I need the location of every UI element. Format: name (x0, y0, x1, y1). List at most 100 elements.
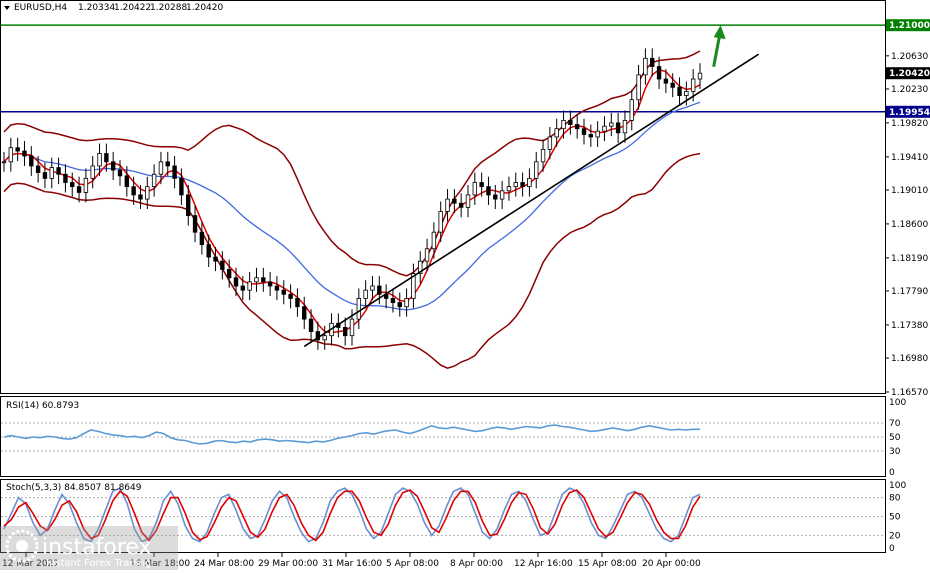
oscillator-line (3, 489, 701, 542)
candle (22, 141, 27, 166)
candle (233, 267, 239, 296)
x-tick-label: 24 Mar 08:00 (194, 559, 254, 569)
svg-text:1.21000: 1.21000 (889, 21, 930, 31)
osc-y-tick-label: 30 (889, 447, 901, 457)
candle (540, 139, 546, 172)
candle (513, 172, 518, 197)
candle (370, 276, 375, 301)
candle (274, 276, 280, 301)
candle (418, 251, 423, 284)
candle (83, 168, 89, 203)
candle (110, 151, 116, 181)
candle (390, 288, 396, 313)
x-tick-label: 31 Mar 16:00 (322, 559, 382, 569)
y-tick-label: 1.20230 (891, 85, 928, 95)
candle (308, 309, 314, 342)
candle (411, 263, 416, 309)
candle (602, 116, 607, 142)
candle (35, 156, 41, 183)
candle (547, 127, 553, 160)
candle (56, 157, 61, 185)
candle (650, 48, 655, 77)
y-tick-label: 1.19410 (891, 153, 928, 163)
candle (397, 292, 402, 317)
svg-text:1.20420: 1.20420 (889, 69, 930, 79)
osc-y-tick-label: 100 (889, 398, 906, 408)
candle (438, 201, 443, 243)
candle (629, 89, 634, 131)
candle (534, 151, 539, 189)
oscillator-line (3, 487, 701, 543)
x-tick-label: 8 Apr 00:00 (450, 559, 503, 569)
logo-sunburst-icon (5, 529, 39, 563)
candle (267, 271, 273, 296)
x-tick-label: 12 Mar 2021 (2, 559, 59, 569)
candle (165, 151, 170, 176)
candle (151, 164, 157, 197)
candle (186, 184, 191, 226)
y-tick-label: 1.20630 (891, 52, 928, 62)
y-tick-label: 1.17790 (891, 287, 928, 297)
candle (281, 280, 286, 305)
candle (458, 193, 464, 218)
dropdown-triangle-icon[interactable] (4, 6, 10, 10)
logo-tagline: Instant Forex Trading (46, 558, 151, 569)
candle (643, 48, 648, 85)
bollinger-lower (3, 152, 701, 370)
candle (158, 151, 164, 185)
candle (588, 124, 594, 147)
candle (499, 180, 505, 210)
candle (29, 146, 34, 176)
candle (1, 151, 7, 172)
rsi-label: RSI(14) 60.8793 (6, 401, 79, 411)
oscillator-line (3, 424, 700, 445)
candle (568, 110, 573, 135)
candle (124, 165, 130, 197)
candle (677, 77, 682, 106)
x-tick-label: 15 Apr 08:00 (578, 559, 637, 569)
candle (76, 176, 82, 203)
candle (479, 172, 484, 197)
osc-y-tick-label: 50 (889, 433, 901, 443)
candle (404, 288, 409, 317)
candle (697, 63, 703, 89)
candle (192, 205, 198, 243)
candle (322, 325, 327, 350)
y-tick-label: 1.17380 (891, 321, 928, 331)
candle (554, 118, 559, 147)
symbol-label: EURUSD,H4 (14, 3, 67, 13)
candle (247, 271, 252, 301)
ohlc-open: 1.20334 (78, 3, 115, 13)
candle (670, 73, 675, 98)
candle (656, 56, 662, 89)
candle (574, 114, 580, 139)
candle (465, 184, 471, 218)
bollinger-upper (3, 50, 701, 277)
svg-text:1.19954: 1.19954 (889, 108, 930, 118)
resistance-price-tag: 1.21000 (886, 19, 930, 32)
candle (295, 288, 300, 317)
osc-y-tick-label: 100 (889, 481, 906, 491)
y-tick-label: 1.18190 (891, 254, 928, 264)
candle (288, 284, 293, 309)
candle (8, 137, 14, 172)
candle (220, 251, 225, 280)
y-tick-label: 1.19820 (891, 119, 928, 129)
candle (42, 162, 48, 189)
candle (63, 164, 68, 193)
stoch-label: Stoch(5,3,3) 84.8507 81.8649 (6, 483, 142, 493)
candle (131, 176, 136, 205)
candle (145, 176, 150, 210)
candle (472, 172, 478, 205)
arrow-head-icon (713, 25, 726, 40)
x-tick-label: 5 Apr 08:00 (386, 559, 439, 569)
candle (226, 259, 232, 288)
osc-y-tick-label: 20 (889, 531, 901, 541)
y-tick-label: 1.16980 (891, 354, 928, 364)
candle (104, 143, 109, 172)
candle (356, 288, 362, 330)
y-tick-label: 1.19010 (891, 186, 928, 196)
ohlc-high: 1.20422 (114, 3, 151, 13)
candle (49, 157, 54, 189)
